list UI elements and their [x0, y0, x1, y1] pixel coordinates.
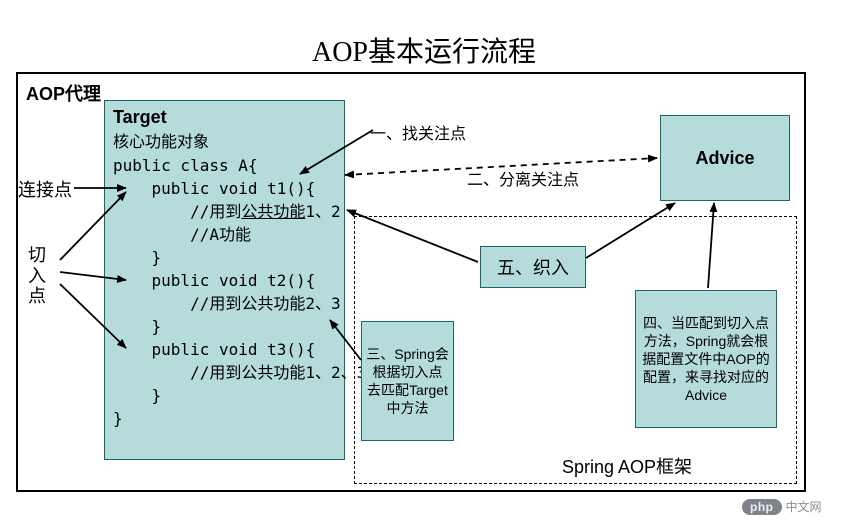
step3-box: 三、Spring会根据切入点去匹配Target中方法 — [361, 321, 454, 441]
watermark-cn: 中文网 — [786, 498, 822, 515]
target-code-line: } — [113, 315, 336, 338]
target-code-line: } — [113, 407, 336, 430]
step4-box: 四、当匹配到切入点方法，Spring就会根据配置文件中AOP的配置，来寻找对应的… — [635, 290, 777, 428]
weave-text: 五、织入 — [497, 254, 569, 280]
page-title: AOP基本运行流程 — [0, 30, 848, 70]
target-code-line: //用到公共功能1、2、3 — [113, 361, 336, 384]
connect-point-label: 连接点 — [18, 176, 72, 202]
cut-point-label: 切入点 — [28, 245, 46, 307]
watermark: php 中文网 — [742, 498, 822, 515]
spring-aop-label: Spring AOP框架 — [562, 453, 692, 479]
target-code: public class A{ public void t1(){ //用到公共… — [113, 154, 336, 430]
target-code-line: } — [113, 246, 336, 269]
target-code-line: //用到公共功能2、3 — [113, 292, 336, 315]
target-title: Target — [113, 107, 336, 128]
target-code-line: public void t3(){ — [113, 338, 336, 361]
advice-text: Advice — [695, 148, 754, 169]
step3-text: 三、Spring会根据切入点去匹配Target中方法 — [366, 345, 449, 418]
target-code-line: public class A{ — [113, 154, 336, 177]
target-subtitle: 核心功能对象 — [113, 128, 336, 152]
target-code-line: //A功能 — [113, 223, 336, 246]
weave-box: 五、织入 — [480, 246, 586, 288]
target-box: Target 核心功能对象 public class A{ public voi… — [104, 100, 345, 460]
target-code-line: public void t2(){ — [113, 269, 336, 292]
step1-label: 一、找关注点 — [370, 120, 466, 144]
target-code-line: //用到公共功能1、2 — [113, 200, 336, 223]
target-code-line: } — [113, 384, 336, 407]
aop-proxy-label: AOP代理 — [26, 80, 101, 106]
target-code-line: public void t1(){ — [113, 177, 336, 200]
step4-text: 四、当匹配到切入点方法，Spring就会根据配置文件中AOP的配置，来寻找对应的… — [642, 314, 770, 405]
step2-label: 二、分离关注点 — [467, 166, 579, 190]
advice-box: Advice — [660, 115, 790, 201]
watermark-php: php — [742, 499, 782, 515]
